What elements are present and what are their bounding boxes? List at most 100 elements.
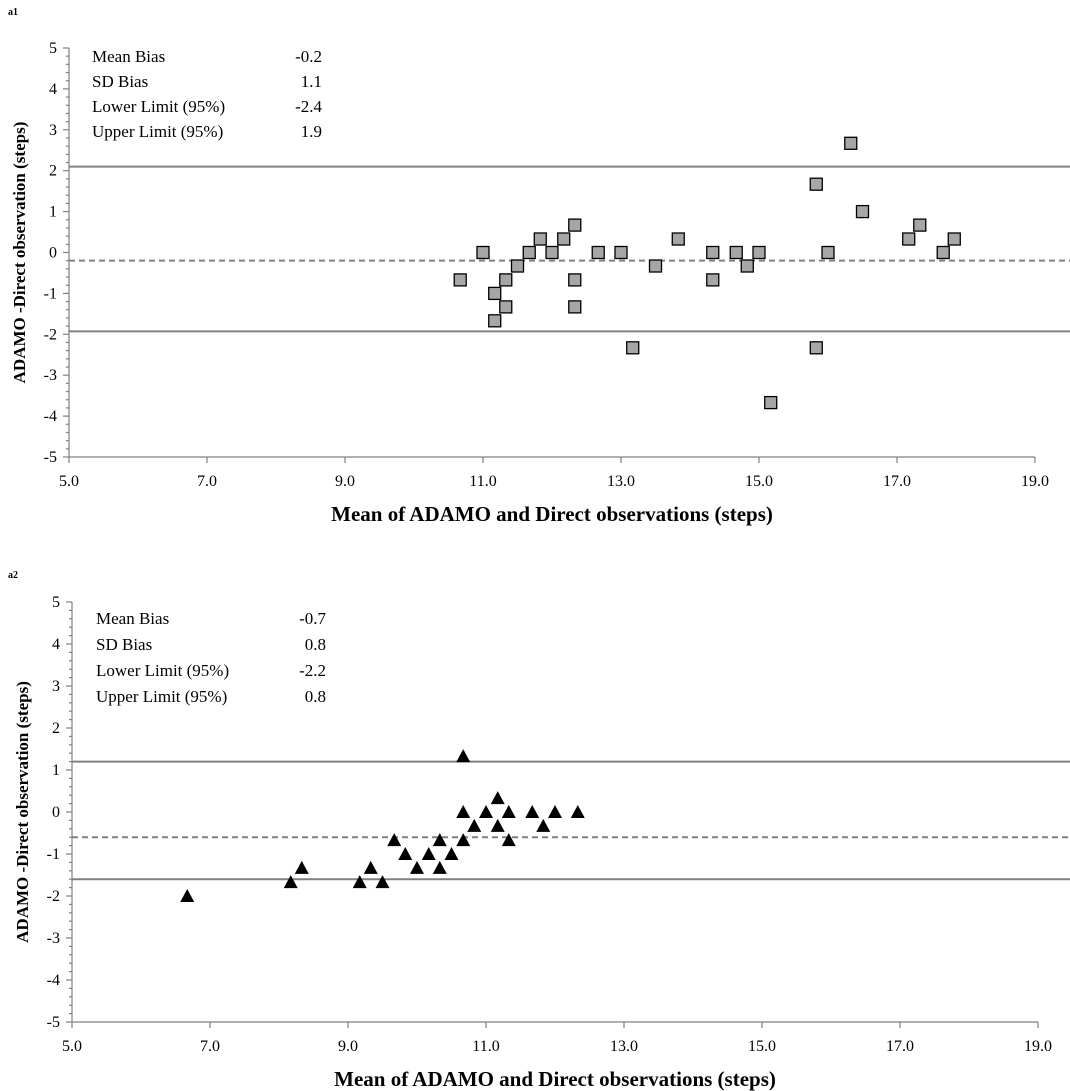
- y-tick-label: 5: [49, 40, 57, 57]
- x-tick-label: 7.0: [197, 473, 217, 490]
- x-tick-label: 15.0: [745, 473, 773, 490]
- data-point-triangle: [501, 833, 516, 847]
- stat-value: -2.2: [299, 661, 326, 680]
- y-tick-label: -2: [47, 888, 60, 905]
- y-tick-label: 4: [52, 636, 60, 653]
- y-tick-label: 1: [49, 204, 57, 221]
- y-tick-label: -2: [44, 326, 57, 343]
- data-point-triangle: [283, 875, 298, 889]
- data-point-triangle: [444, 847, 459, 860]
- stat-value: -0.2: [295, 47, 322, 66]
- y-tick-label: 3: [52, 678, 60, 695]
- data-point-square: [499, 273, 513, 287]
- data-point-square: [706, 245, 720, 260]
- data-point-triangle: [456, 749, 471, 763]
- data-point-square: [809, 177, 823, 191]
- stat-value: -2.4: [295, 97, 322, 116]
- y-tick-label: 3: [49, 122, 57, 139]
- data-point-triangle: [375, 875, 390, 889]
- y-axis-title: ADAMO -Direct observation (steps): [13, 681, 32, 943]
- y-tick-label: 2: [52, 720, 60, 737]
- data-point-square: [809, 341, 823, 355]
- data-point-triangle: [410, 860, 424, 874]
- stat-value: -0.7: [299, 609, 326, 628]
- x-tick-label: 9.0: [335, 473, 355, 490]
- y-tick-label: 4: [49, 81, 57, 98]
- panel-a1: a1 5 4 3 2 1 0 -1 -2 -3 -4 -55.0 7.0 9.0 11.0 13.0 15.0 1…: [8, 7, 1070, 526]
- data-point-square: [821, 245, 835, 260]
- data-point-square: [764, 395, 778, 410]
- data-point-square: [648, 259, 663, 273]
- y-tick-label: -5: [47, 1014, 60, 1031]
- data-point-triangle: [525, 805, 540, 818]
- data-point-square: [729, 245, 743, 260]
- data-point-square: [752, 245, 766, 260]
- data-point-square: [488, 314, 502, 328]
- x-tick-label: 5.0: [59, 473, 79, 490]
- x-tick-label: 11.0: [472, 1038, 499, 1055]
- y-tick-label: 2: [49, 163, 57, 180]
- data-point-square: [568, 273, 582, 287]
- data-point-triangle: [432, 860, 447, 874]
- data-point-square: [568, 300, 582, 314]
- stat-value: 0.8: [305, 687, 326, 706]
- stat-value: 1.1: [301, 72, 322, 91]
- data-point-square: [557, 232, 571, 246]
- x-tick-label: 19.0: [1024, 1038, 1052, 1055]
- data-point-square: [913, 218, 927, 232]
- data-point-square: [614, 245, 628, 260]
- y-axis-title: ADAMO -Direct observation (steps): [10, 122, 29, 384]
- data-point-triangle: [467, 818, 482, 832]
- y-tick-label: -1: [44, 285, 57, 302]
- data-point-square: [476, 245, 490, 260]
- data-point-square: [671, 232, 685, 246]
- data-point-triangle: [570, 805, 585, 818]
- x-tick-label: 13.0: [610, 1038, 638, 1055]
- data-point-square: [706, 273, 720, 287]
- x-tick-label: 5.0: [62, 1038, 82, 1055]
- stat-value: 1.9: [301, 122, 322, 141]
- x-axis-title: Mean of ADAMO and Direct observations (s…: [331, 502, 773, 526]
- data-point-square: [902, 232, 916, 246]
- y-tick-label: -4: [44, 408, 57, 425]
- x-tick-label: 13.0: [607, 473, 635, 490]
- x-tick-label: 17.0: [883, 473, 911, 490]
- stat-label: Mean Bias: [96, 609, 169, 628]
- data-point-triangle: [456, 833, 471, 847]
- data-point-square: [591, 245, 605, 260]
- y-tick-label: -3: [47, 930, 60, 947]
- y-tick-label: -3: [44, 367, 57, 384]
- data-point-triangle: [432, 833, 447, 847]
- data-point-square: [936, 245, 950, 260]
- data-point-triangle: [294, 860, 309, 874]
- y-tick-label: 1: [52, 762, 60, 779]
- panel-label: a1: [8, 7, 18, 18]
- data-point-triangle: [421, 847, 436, 860]
- x-tick-label: 9.0: [338, 1038, 358, 1055]
- stat-label: Lower Limit (95%): [96, 661, 229, 680]
- y-tick-label: -1: [47, 846, 60, 863]
- y-tick-label: 5: [52, 594, 60, 611]
- stat-label: Mean Bias: [92, 47, 165, 66]
- data-point-square: [499, 300, 513, 314]
- stat-label: Upper Limit (95%): [92, 122, 223, 141]
- data-point-triangle: [501, 805, 516, 818]
- stat-label: SD Bias: [96, 635, 152, 654]
- y-tick-label: 0: [52, 804, 60, 821]
- y-tick-label: -5: [44, 449, 57, 466]
- data-point-triangle: [387, 833, 402, 847]
- data-point-triangle: [180, 889, 195, 902]
- stat-label: Lower Limit (95%): [92, 97, 225, 116]
- stat-label: SD Bias: [92, 72, 148, 91]
- x-tick-label: 7.0: [200, 1038, 220, 1055]
- data-point-triangle: [536, 818, 551, 832]
- x-tick-label: 17.0: [886, 1038, 914, 1055]
- y-tick-label: -4: [47, 972, 60, 989]
- data-point-square: [626, 341, 640, 355]
- panel-label: a2: [8, 570, 18, 581]
- data-point-triangle: [479, 805, 493, 818]
- y-tick-label: 0: [49, 245, 57, 262]
- x-tick-label: 11.0: [469, 473, 496, 490]
- data-point-square: [453, 273, 467, 287]
